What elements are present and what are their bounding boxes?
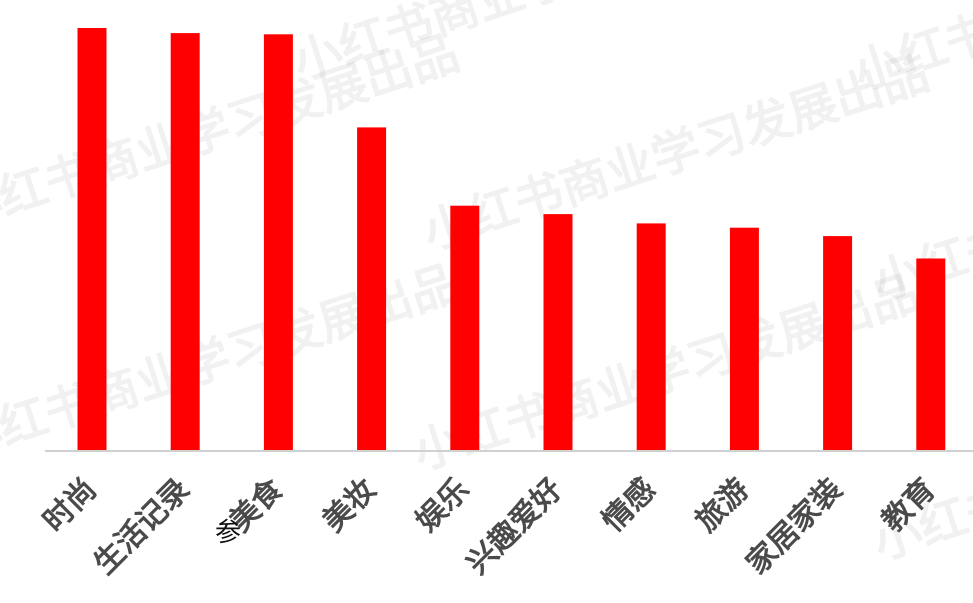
x-tick-label-0: 时尚 (36, 472, 103, 539)
bar-3 (357, 127, 387, 452)
bar-0 (77, 28, 107, 451)
bar-5 (543, 214, 573, 451)
watermark-text-5: 小红书商业学习发展出品 (0, 255, 466, 471)
bar-4 (450, 205, 480, 451)
overlay-text: 参 (215, 518, 241, 548)
x-tick-label-7: 旅游 (689, 472, 756, 539)
watermark-text-3: 小红书商业学习发展出品 (416, 45, 935, 261)
bars-layer (77, 28, 946, 452)
x-tick-label-6: 情感 (596, 472, 663, 539)
watermark-text-2: 小红书商业学习发展出品 (0, 25, 466, 241)
x-tick-label-5: 兴趣爱好 (460, 472, 570, 582)
bar-1 (170, 33, 200, 451)
bar-7 (729, 227, 759, 451)
bar-8 (823, 236, 853, 451)
x-tick-label-3: 美妆 (316, 472, 383, 539)
bar-2 (263, 34, 293, 452)
x-tick-label-1: 生活记录 (87, 472, 197, 582)
bar-9 (916, 258, 946, 451)
x-tick-label-4: 娱乐 (409, 472, 476, 539)
x-tick-label-8: 家居家装 (740, 472, 850, 582)
bar-6 (636, 223, 666, 451)
